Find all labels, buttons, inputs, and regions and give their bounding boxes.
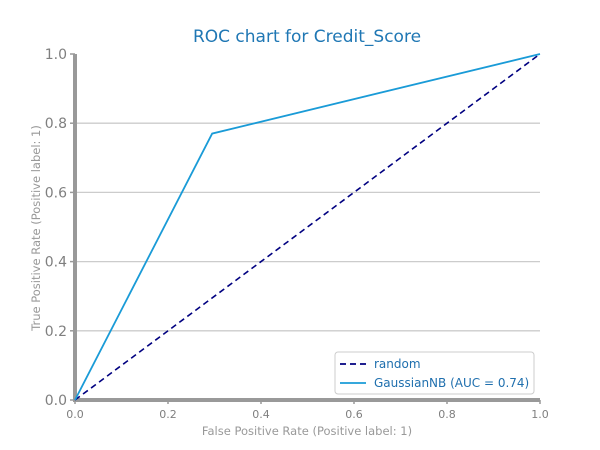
- y-tick-label: 0.6: [45, 185, 67, 201]
- x-ticks: 0.0 0.2 0.4 0.6 0.8 1.0: [66, 400, 549, 421]
- y-tick-label: 1.0: [45, 47, 67, 63]
- legend-entry-label: random: [374, 357, 421, 371]
- x-tick-label: 0.4: [252, 408, 270, 421]
- legend-entry-label: GaussianNB (AUC = 0.74): [374, 376, 529, 390]
- grid-lines: [75, 122, 540, 332]
- legend-box: [334, 351, 535, 395]
- series-line-random: [74, 53, 541, 401]
- y-tick-label: 0.2: [45, 324, 67, 340]
- axes: [73, 54, 540, 402]
- x-tick-label: 0.2: [159, 408, 177, 421]
- y-axis-label: True Positive Rate (Positive label: 1): [29, 125, 43, 332]
- legend: random GaussianNB (AUC = 0.74): [334, 351, 535, 395]
- y-tick-label: 0.0: [45, 393, 67, 409]
- x-axis-label: False Positive Rate (Positive label: 1): [202, 424, 412, 438]
- chart-title: ROC chart for Credit_Score: [193, 27, 421, 47]
- x-tick-label: 0.0: [66, 408, 84, 421]
- y-tick-label: 0.4: [45, 255, 67, 271]
- x-tick-label: 0.6: [345, 408, 363, 421]
- series-line-gaussiannb: [74, 53, 541, 401]
- y-tick-label: 0.8: [45, 116, 67, 132]
- x-tick-label: 0.8: [438, 408, 456, 421]
- y-ticks: 0.0 0.2 0.4 0.6 0.8 1.0: [45, 47, 75, 409]
- x-tick-label: 1.0: [531, 408, 549, 421]
- series-lines: [74, 53, 541, 401]
